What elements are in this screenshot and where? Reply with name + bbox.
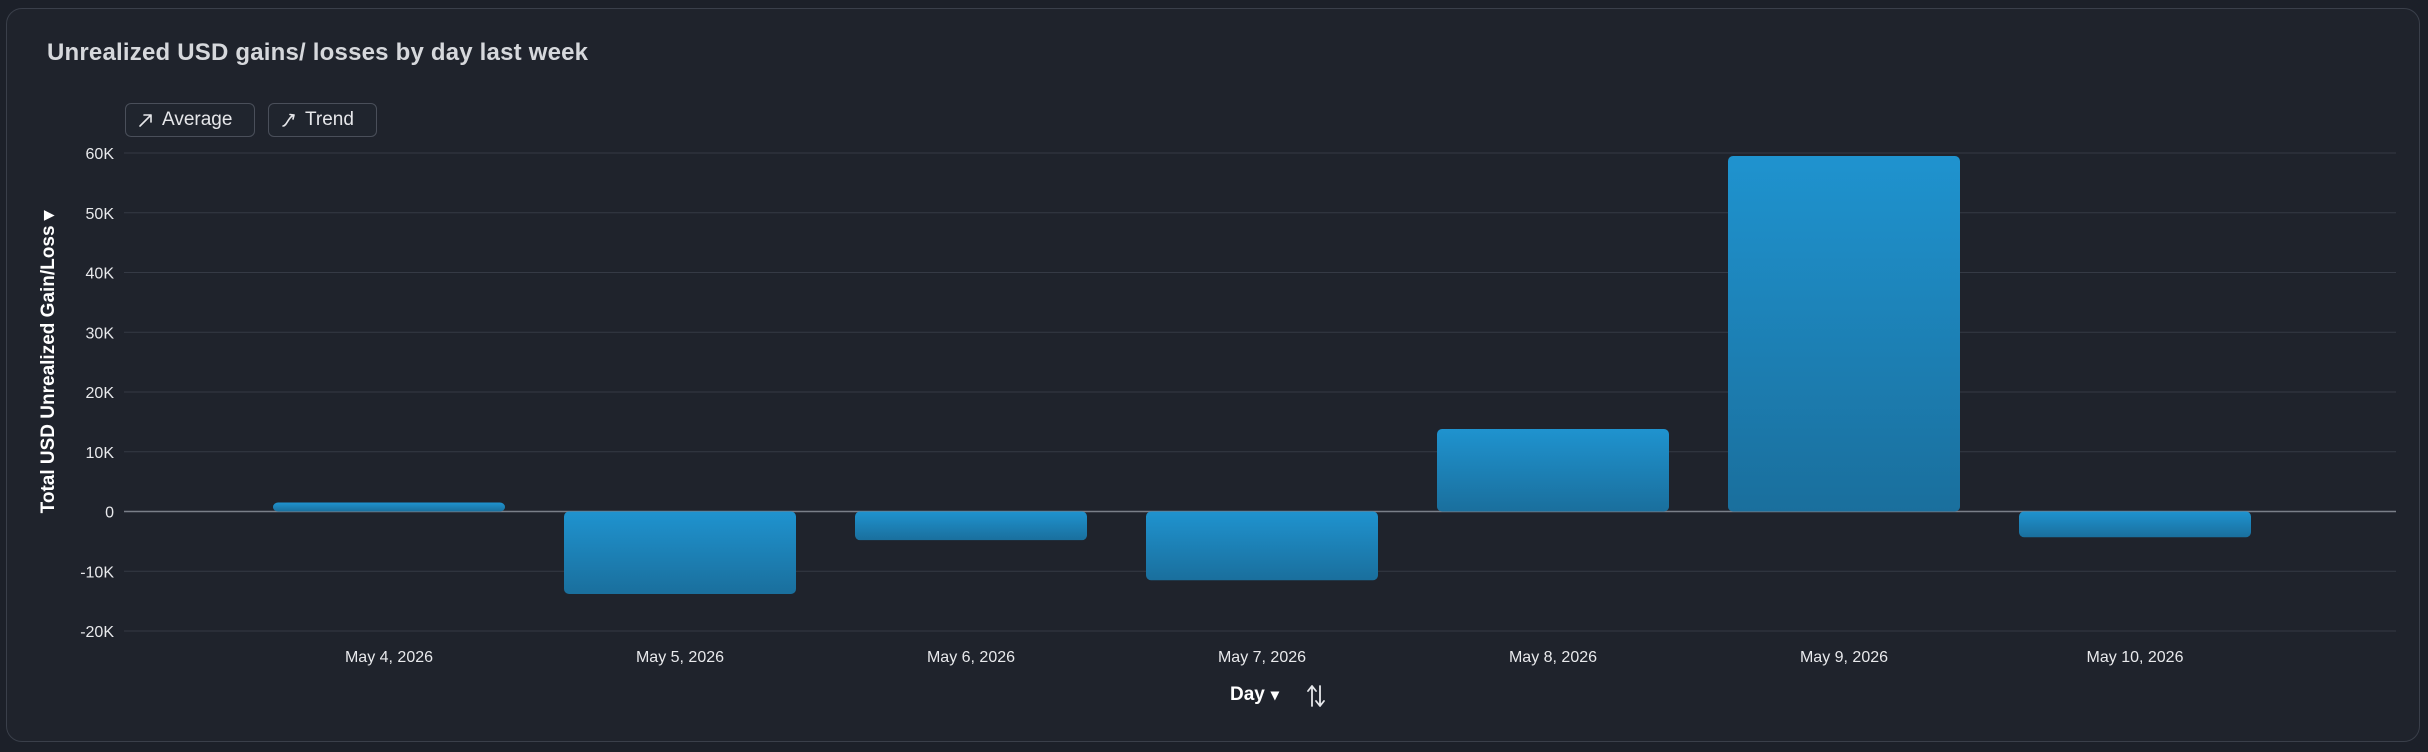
chart-card: Unrealized USD gains/ losses by day last…	[6, 8, 2420, 742]
y-tick-label: -20K	[80, 624, 114, 641]
chart-title: Unrealized USD gains/ losses by day last…	[47, 39, 589, 66]
y-tick-label: -10K	[80, 564, 114, 581]
x-tick-label: May 4, 2026	[345, 649, 433, 666]
x-tick-label: May 7, 2026	[1218, 649, 1306, 666]
bar	[1146, 511, 1378, 581]
sort-icon[interactable]	[1306, 682, 1326, 715]
trend-label: Trend	[305, 109, 354, 130]
x-tick-label: May 9, 2026	[1800, 649, 1888, 666]
bar	[1728, 155, 1960, 512]
x-tick-label: May 8, 2026	[1509, 649, 1597, 666]
y-tick-label: 30K	[86, 325, 115, 342]
x-tick-label: May 6, 2026	[927, 649, 1015, 666]
average-button[interactable]: Average	[125, 103, 255, 137]
y-axis-title[interactable]: Total USD Unrealized Gain/Loss ▾	[38, 209, 59, 513]
y-tick-label: 0	[105, 505, 114, 522]
x-tick-label: May 5, 2026	[636, 649, 724, 666]
average-label: Average	[162, 109, 233, 130]
bar	[564, 511, 796, 594]
trend-button[interactable]: Trend	[268, 103, 377, 137]
x-tick-label: May 10, 2026	[2087, 649, 2184, 666]
x-axis-label: Day	[1230, 684, 1265, 705]
x-axis-dropdown-icon: ▾	[1270, 687, 1279, 704]
y-tick-label: 50K	[86, 206, 115, 223]
bar	[1437, 429, 1669, 512]
y-tick-label: 10K	[86, 445, 115, 462]
y-tick-label: 40K	[86, 266, 115, 283]
y-tick-label: 20K	[86, 385, 115, 402]
bar	[855, 511, 1087, 541]
trend-curve-icon	[281, 112, 297, 128]
bar	[2019, 511, 2251, 538]
y-tick-label: 60K	[86, 146, 115, 163]
x-axis-title[interactable]: Day ▾	[1230, 684, 1279, 706]
arrow-up-right-icon	[138, 112, 154, 128]
bar	[273, 502, 505, 512]
